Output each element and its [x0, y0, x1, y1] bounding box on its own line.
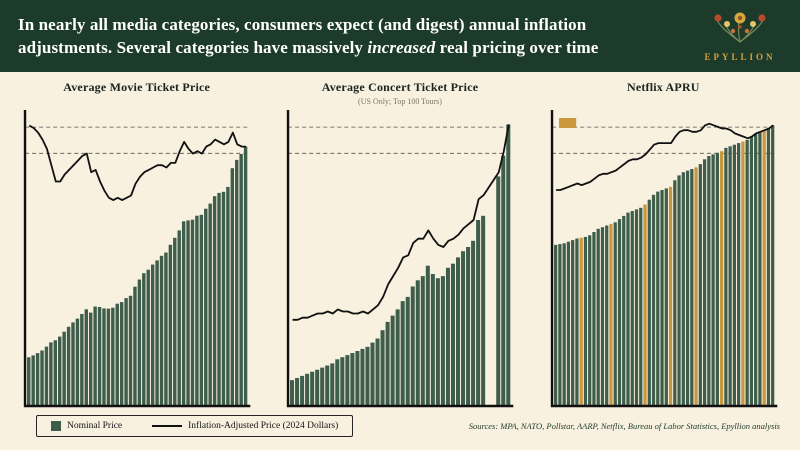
sources-note: Sources: MPA, NATO, Pollstar, AARP, Netf…	[468, 421, 780, 431]
headline-line1: In nearly all media categories, consumer…	[18, 14, 587, 34]
headline-line2-pre: adjustments. Several categories have mas…	[18, 38, 368, 57]
footer: Nominal Price Inflation-Adjusted Price (…	[0, 412, 800, 450]
chart-title: Netflix APRU	[626, 80, 700, 94]
charts-row: Average Movie Ticket Price Average Conce…	[0, 72, 800, 412]
adjusted-price-line-swatch	[152, 425, 183, 427]
chart-concert-ticket-price: Average Concert Ticket Price (US Only; T…	[285, 80, 514, 412]
headline-emphasis: increased	[367, 38, 436, 57]
netflix-arpu-chart-plot	[550, 110, 777, 408]
flower-bouquet-icon	[709, 10, 771, 51]
legend-adjusted-label: Inflation-Adjusted Price (2024 Dollars)	[188, 421, 339, 431]
chart-netflix-arpu: Netflix APRU	[549, 80, 778, 412]
legend-item-nominal: Nominal Price	[51, 421, 122, 431]
header-banner: In nearly all media categories, consumer…	[0, 0, 800, 72]
chart-title: Average Concert Ticket Price	[321, 80, 479, 94]
logo-wordmark: EPYLLION	[704, 52, 776, 62]
headline-line2-post: real pricing over time	[435, 38, 599, 57]
legend-item-adjusted: Inflation-Adjusted Price (2024 Dollars)	[152, 421, 338, 431]
epyllion-logo: EPYLLION	[690, 10, 790, 62]
concert-ticket-chart-plot	[287, 110, 514, 408]
legend: Nominal Price Inflation-Adjusted Price (…	[36, 415, 354, 437]
chart-title: Average Movie Ticket Price	[63, 80, 211, 94]
nominal-price-swatch	[51, 421, 61, 431]
chart-movie-ticket-price: Average Movie Ticket Price	[22, 80, 251, 412]
legend-nominal-label: Nominal Price	[67, 421, 123, 431]
headline: In nearly all media categories, consumer…	[18, 13, 682, 60]
movie-ticket-chart-plot	[23, 110, 251, 408]
chart-subtitle: (US Only; Top 100 Tours)	[358, 97, 442, 106]
